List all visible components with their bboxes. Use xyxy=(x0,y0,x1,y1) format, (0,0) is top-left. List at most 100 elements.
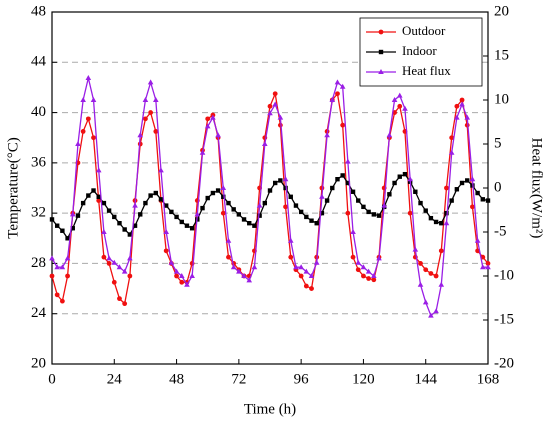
point xyxy=(252,223,257,228)
point xyxy=(49,217,55,222)
point xyxy=(189,273,195,278)
legend-label: Outdoor xyxy=(402,23,446,38)
point xyxy=(454,103,460,109)
point xyxy=(86,193,91,198)
point xyxy=(272,101,278,107)
point xyxy=(169,209,174,215)
legend-label: Heat flux xyxy=(402,63,451,78)
point xyxy=(443,220,450,226)
point xyxy=(376,213,382,218)
point xyxy=(215,188,221,193)
point xyxy=(345,158,351,164)
x-tick-label: 0 xyxy=(48,371,56,387)
point xyxy=(132,202,138,208)
point xyxy=(122,301,128,307)
point xyxy=(288,254,294,260)
point xyxy=(132,223,138,228)
point xyxy=(449,135,455,141)
point xyxy=(371,273,377,278)
point xyxy=(423,267,429,273)
y2-tick-label: -15 xyxy=(494,311,514,327)
y2-tick-label: 5 xyxy=(494,135,502,151)
point xyxy=(485,198,491,203)
point xyxy=(54,264,60,270)
point xyxy=(428,215,434,221)
point xyxy=(142,97,149,102)
point xyxy=(127,255,133,261)
point xyxy=(101,200,107,206)
point xyxy=(127,232,133,237)
point xyxy=(80,97,86,102)
point xyxy=(163,248,169,254)
point xyxy=(96,198,102,203)
point xyxy=(163,229,169,234)
point xyxy=(204,123,211,129)
point xyxy=(470,204,475,210)
point xyxy=(59,298,65,304)
point xyxy=(262,200,268,206)
point xyxy=(75,213,81,218)
point xyxy=(413,189,418,194)
point xyxy=(251,264,258,270)
point xyxy=(324,132,330,138)
point xyxy=(355,259,362,265)
point xyxy=(122,227,127,232)
point xyxy=(236,212,242,217)
point xyxy=(454,187,460,192)
point xyxy=(69,211,76,217)
point xyxy=(361,273,366,279)
point xyxy=(184,223,190,228)
point xyxy=(459,97,465,103)
point xyxy=(418,261,423,266)
point xyxy=(189,226,195,231)
point xyxy=(247,221,252,226)
point xyxy=(226,200,231,206)
point xyxy=(381,202,387,208)
x-tick-label: 168 xyxy=(477,371,500,387)
point xyxy=(329,97,336,102)
y-tick-label: 44 xyxy=(31,54,47,70)
point xyxy=(428,312,434,318)
point xyxy=(319,210,325,216)
point xyxy=(350,229,356,234)
point xyxy=(220,185,227,190)
y2-tick-label: -10 xyxy=(494,267,514,283)
point xyxy=(205,116,211,122)
point xyxy=(199,149,206,155)
plot-frame xyxy=(51,11,489,365)
point xyxy=(283,185,288,191)
point xyxy=(75,141,81,146)
y2-tick-label: 0 xyxy=(494,179,502,195)
point xyxy=(371,212,377,217)
point xyxy=(59,264,66,270)
point xyxy=(334,79,341,85)
point xyxy=(428,271,434,276)
point xyxy=(277,114,284,120)
point xyxy=(449,198,454,203)
point xyxy=(64,255,71,261)
point xyxy=(355,267,361,273)
point xyxy=(210,190,216,196)
point xyxy=(106,208,112,213)
point xyxy=(313,259,320,265)
point xyxy=(335,177,340,182)
point xyxy=(303,268,310,274)
y-tick-label: 20 xyxy=(31,355,46,371)
y2-tick-label: 15 xyxy=(494,47,509,63)
point xyxy=(402,171,408,177)
point xyxy=(174,273,179,279)
y2-tick-label: 20 xyxy=(494,3,509,19)
point xyxy=(200,205,205,211)
y-tick-label: 24 xyxy=(31,305,47,321)
series-line xyxy=(51,173,489,240)
point xyxy=(272,180,278,186)
point xyxy=(304,214,309,220)
point xyxy=(246,277,253,283)
point xyxy=(158,197,164,202)
point xyxy=(121,268,128,274)
x-tick-label: 144 xyxy=(414,371,437,387)
y-tick-label: 28 xyxy=(31,255,46,271)
point xyxy=(60,228,65,233)
point xyxy=(330,185,335,191)
point xyxy=(417,281,424,287)
